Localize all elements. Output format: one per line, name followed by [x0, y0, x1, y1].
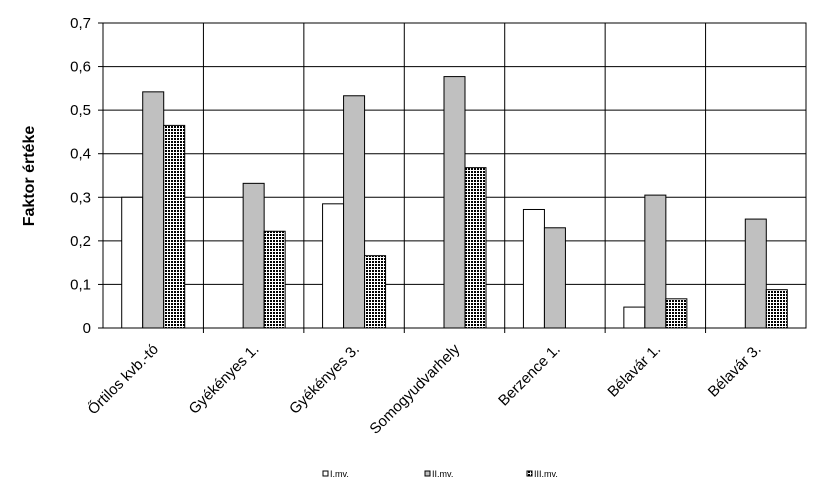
legend-swatch [526, 470, 533, 477]
bar [443, 76, 466, 329]
bar [121, 196, 144, 329]
bar [142, 91, 165, 329]
legend-label: II.mv. [432, 469, 453, 479]
bar [744, 218, 767, 329]
y-tick-label: 0,7 [70, 15, 91, 32]
bar [364, 255, 387, 329]
category-label: Somogyudvarhely [366, 340, 463, 437]
bar [322, 203, 345, 329]
y-tick-label: 0,2 [70, 233, 91, 250]
legend: I.mv. II.mv. III.mv. [322, 469, 558, 479]
plot-area: 0 0,1 0,2 0,3 0,4 0,5 0,6 0,7 Őrtilos kvb.-tó Gyé… [70, 15, 807, 438]
y-tick-label: 0,1 [70, 276, 91, 293]
bar [464, 167, 487, 329]
bar [263, 230, 286, 329]
bar [623, 306, 646, 329]
y-tick-label: 0,5 [70, 102, 91, 119]
legend-label: III.mv. [534, 469, 558, 479]
y-tick-label: 0 [83, 320, 91, 337]
bar [765, 289, 788, 329]
bar [242, 182, 265, 329]
category-label: Gyékényes 3. [286, 341, 363, 418]
legend-label: I.mv. [330, 469, 349, 479]
category-label: Bélavár 3. [705, 341, 765, 401]
bar [644, 194, 667, 329]
legend-swatch [424, 470, 431, 477]
y-axis-label: Faktor értéke [21, 126, 38, 227]
category-label: Berzence 1. [495, 341, 564, 410]
bar [522, 208, 545, 329]
legend-swatch [322, 470, 329, 477]
y-tick-label: 0,4 [70, 146, 91, 163]
category-label: Bélavár 1. [604, 341, 664, 401]
category-label: Gyékényes 1. [186, 341, 263, 418]
bar [543, 227, 566, 329]
category-label: Őrtilos kvb.-tó [85, 341, 162, 418]
bar [163, 124, 186, 329]
bar [665, 298, 688, 329]
bar [343, 95, 366, 329]
y-tick-label: 0,3 [70, 189, 91, 206]
y-tick-label: 0,6 [70, 59, 91, 76]
